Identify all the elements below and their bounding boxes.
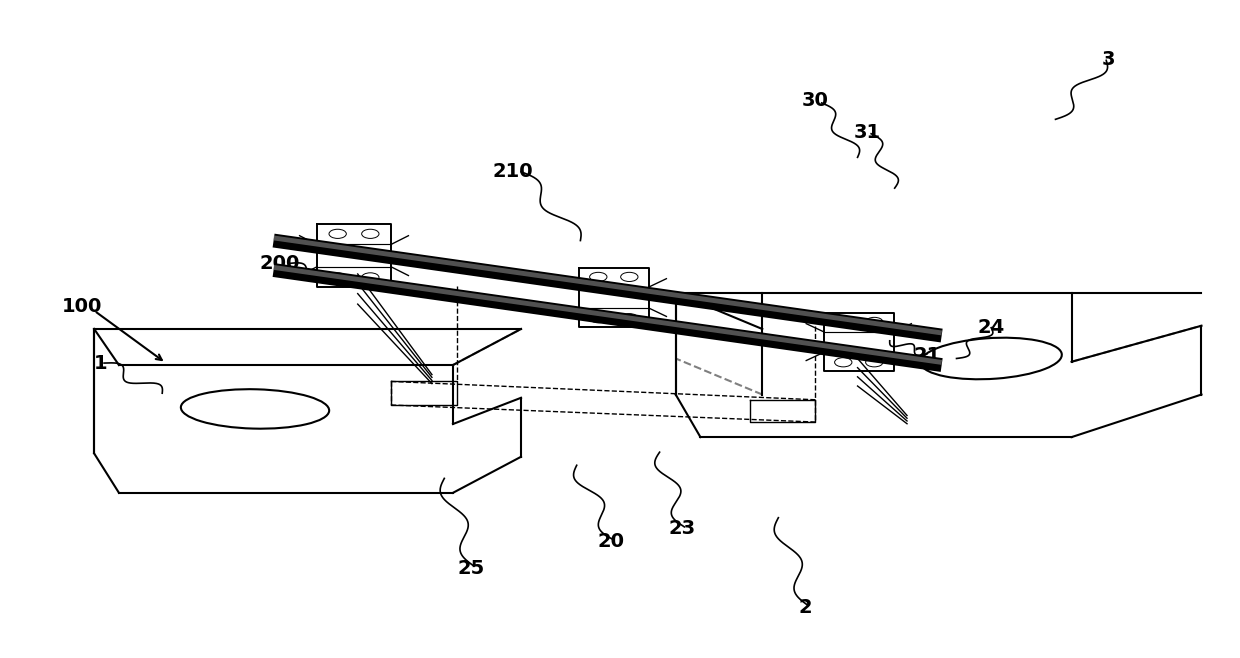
Text: 20: 20 xyxy=(598,532,625,551)
Text: 21: 21 xyxy=(913,345,940,365)
Text: 210: 210 xyxy=(492,163,533,181)
Text: 3: 3 xyxy=(1102,49,1116,68)
Text: 24: 24 xyxy=(977,318,1004,337)
Text: 200: 200 xyxy=(259,254,300,273)
Text: 23: 23 xyxy=(668,519,696,538)
Text: 25: 25 xyxy=(458,559,485,578)
Text: 2: 2 xyxy=(799,598,812,617)
Text: 100: 100 xyxy=(62,297,102,316)
Text: 1: 1 xyxy=(93,353,107,372)
Text: 30: 30 xyxy=(802,91,828,111)
Text: 31: 31 xyxy=(854,123,880,142)
